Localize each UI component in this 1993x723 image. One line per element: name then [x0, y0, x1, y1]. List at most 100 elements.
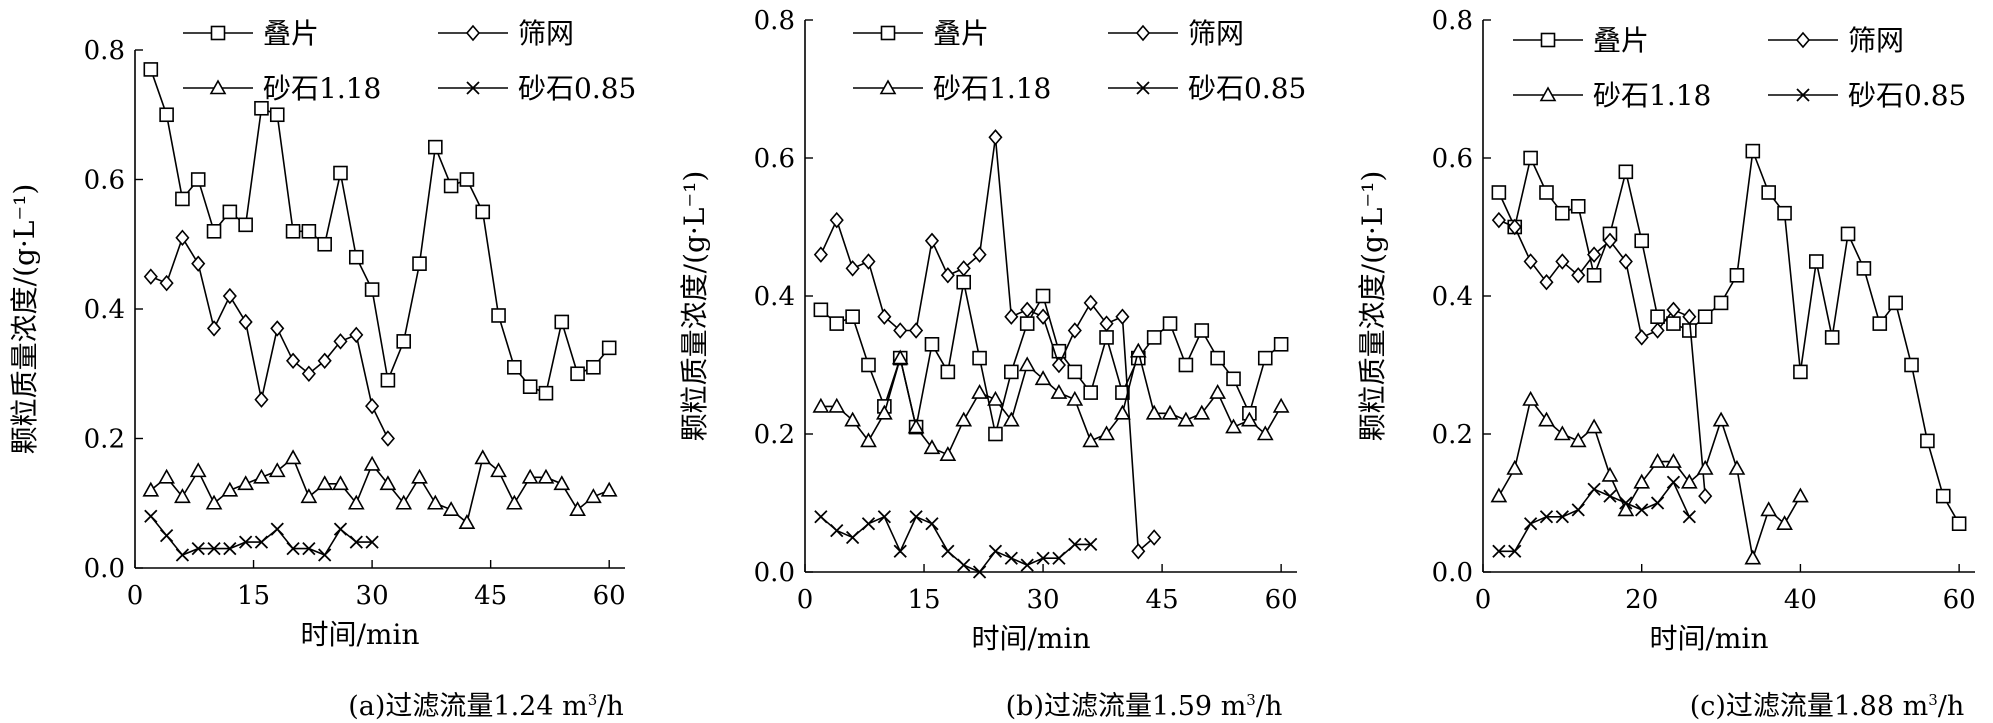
data-point	[159, 107, 174, 123]
data-point	[877, 308, 892, 325]
data-point	[907, 418, 925, 434]
data-point	[1098, 425, 1115, 441]
data-point	[1018, 356, 1036, 372]
data-point	[522, 379, 538, 395]
legend-item: 叠片	[1513, 24, 1649, 57]
data-point	[972, 350, 987, 366]
data-point	[143, 268, 158, 285]
data-point	[1570, 199, 1586, 214]
data-point	[1760, 501, 1778, 517]
data-point	[1114, 404, 1131, 420]
data-point	[317, 352, 332, 370]
data-point	[239, 535, 253, 549]
data-point	[395, 494, 413, 510]
legend-label: 砂石1.18	[1593, 79, 1711, 112]
data-point	[830, 523, 844, 538]
data-point	[300, 488, 318, 504]
data-point	[1840, 226, 1856, 242]
data-point	[1050, 383, 1068, 399]
data-point	[222, 204, 238, 220]
data-point	[1492, 544, 1506, 558]
data-point	[412, 256, 427, 271]
data-point	[363, 455, 381, 471]
data-point	[521, 468, 539, 484]
data-point	[365, 535, 379, 549]
data-point	[1603, 489, 1617, 503]
legend-item: 筛网	[438, 17, 574, 50]
data-point	[1177, 411, 1195, 427]
legend-marker	[1135, 24, 1151, 42]
data-point	[861, 517, 876, 531]
caption-b: (b)过滤流量1.59 m3/h	[1005, 691, 1283, 722]
data-point	[1082, 432, 1100, 448]
x-tick-label: 0	[127, 581, 144, 611]
data-point	[570, 366, 585, 382]
data-point	[893, 544, 907, 558]
data-point	[253, 468, 270, 484]
data-point	[1618, 164, 1634, 180]
data-point	[411, 468, 428, 484]
data-point	[537, 468, 555, 484]
data-point	[909, 322, 924, 339]
series-line	[1498, 480, 1691, 553]
legend-label: 砂石0.85	[518, 72, 636, 105]
data-point	[844, 411, 861, 427]
data-point	[1099, 315, 1114, 332]
legend-label: 砂石0.85	[1188, 72, 1306, 105]
series-diamond	[813, 129, 1162, 560]
data-point	[1872, 316, 1888, 331]
data-point	[987, 390, 1004, 406]
data-point	[1665, 452, 1682, 468]
x-tick-label: 45	[474, 581, 507, 611]
data-point	[380, 372, 396, 388]
legend-marker	[210, 25, 226, 41]
data-point	[1555, 510, 1569, 524]
series-line	[820, 137, 1155, 553]
data-point	[1539, 273, 1554, 291]
data-point	[1649, 452, 1666, 468]
legend-marker	[1136, 81, 1150, 95]
data-point	[1682, 308, 1697, 325]
data-point	[941, 544, 955, 558]
data-point	[175, 548, 190, 562]
data-point	[348, 249, 364, 265]
y-tick-label: 0.2	[84, 425, 125, 455]
x-tick-label: 20	[1625, 585, 1658, 615]
data-point	[955, 411, 973, 427]
data-point	[175, 191, 190, 207]
data-point	[1162, 316, 1178, 331]
data-point	[1490, 487, 1508, 503]
data-point	[1539, 185, 1554, 200]
legend-label: 叠片	[263, 17, 319, 50]
data-point	[1553, 425, 1571, 441]
series-square	[1491, 143, 1967, 532]
data-point	[379, 475, 397, 491]
data-point	[1587, 482, 1601, 496]
data-point	[877, 510, 891, 524]
y-tick-label: 0.0	[1432, 558, 1473, 588]
data-point	[1682, 323, 1697, 338]
data-point	[988, 544, 1003, 558]
data-point	[1856, 261, 1872, 276]
legend-item: 砂石1.18	[1513, 79, 1711, 112]
data-point	[474, 449, 492, 465]
data-point	[207, 541, 221, 556]
legend-item: 砂石1.18	[183, 72, 381, 105]
data-point	[443, 178, 459, 194]
data-point	[1776, 515, 1793, 531]
y-axis-label: 颗粒质量浓度/(g·L⁻¹)	[678, 171, 711, 442]
data-point	[971, 383, 988, 399]
data-point	[475, 204, 491, 220]
data-point	[940, 267, 955, 284]
data-point	[364, 282, 380, 297]
data-point	[428, 139, 443, 155]
data-point	[1506, 459, 1524, 475]
data-point	[1728, 459, 1746, 475]
data-point	[1808, 254, 1824, 269]
y-axis-label: 颗粒质量浓度/(g·L⁻¹)	[1356, 171, 1389, 442]
data-point	[923, 439, 941, 455]
data-point	[159, 528, 174, 543]
data-point	[286, 352, 301, 370]
data-point	[1951, 516, 1967, 532]
data-point	[1020, 301, 1035, 319]
